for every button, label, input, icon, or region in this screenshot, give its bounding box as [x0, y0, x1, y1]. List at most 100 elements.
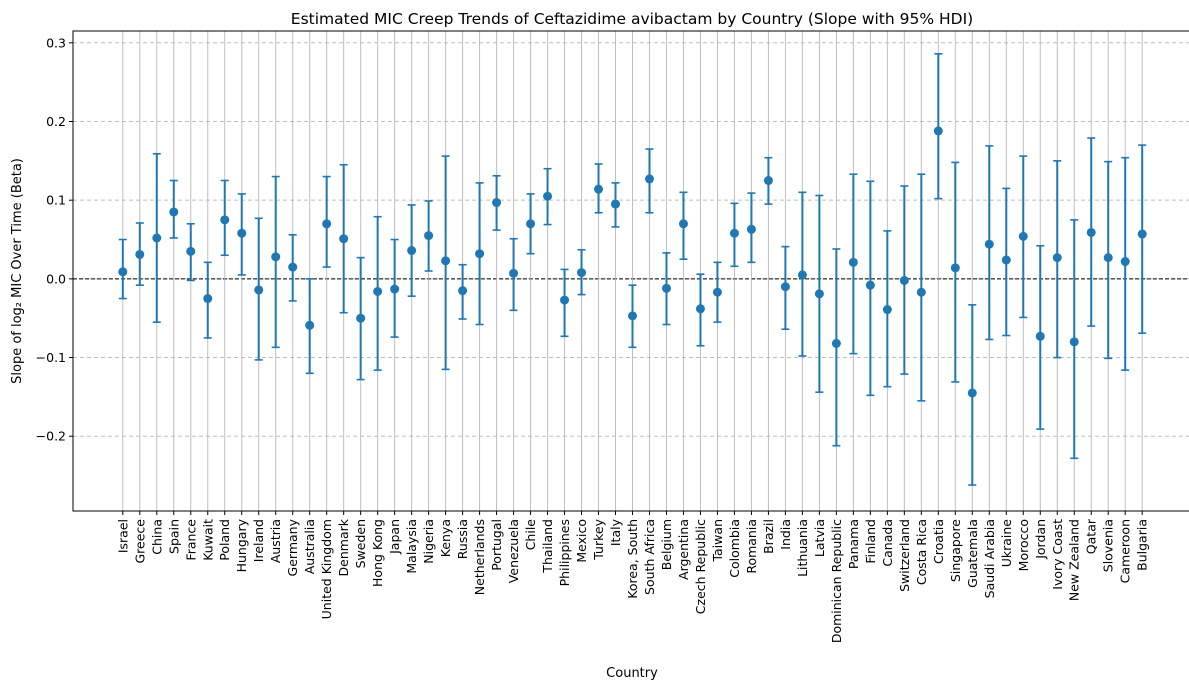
x-tick-label: Russia [455, 519, 470, 559]
y-tick-label: 0.1 [46, 193, 66, 208]
data-point [152, 233, 162, 243]
x-tick-label: Kuwait [200, 519, 215, 561]
data-point [1137, 229, 1147, 239]
data-point [611, 199, 621, 209]
x-tick-label: Ireland [251, 519, 266, 562]
x-tick-label: Japan [387, 519, 402, 555]
data-point [237, 228, 247, 238]
x-tick-label: Canada [880, 519, 895, 567]
x-tick-label: China [149, 519, 164, 555]
data-point [169, 207, 179, 217]
data-point [1035, 331, 1045, 341]
data-point [305, 320, 315, 330]
axis-ticks: −0.2 −0.1 0.0 0.1 0.2 0.3 Israel Greece China Spa… [36, 35, 1150, 643]
x-tick-label: Venezuela [506, 519, 521, 583]
x-tick-label: Chile [523, 519, 538, 551]
x-tick-label: Poland [217, 519, 232, 561]
x-tick-label: Bulgaria [1135, 519, 1150, 571]
x-tick-label: South Africa [642, 519, 657, 595]
x-tick-label: Latvia [812, 519, 827, 557]
x-tick-label: Romania [744, 519, 759, 574]
data-point [475, 249, 485, 259]
data-point [509, 268, 519, 278]
data-point [848, 257, 858, 267]
data-point [271, 252, 281, 262]
data-point [441, 256, 451, 266]
data-point [950, 263, 960, 273]
data-point [1052, 253, 1062, 263]
data-point [186, 246, 196, 256]
data-point [644, 174, 654, 184]
data-point [407, 246, 417, 256]
data-point [628, 311, 637, 321]
x-tick-label: Italy [608, 518, 623, 546]
data-point [1086, 227, 1096, 237]
x-tick-label: Philippines [557, 519, 572, 586]
data-point [899, 275, 909, 285]
data-point [882, 305, 892, 315]
x-tick-label: Switzerland [897, 519, 912, 592]
y-tick-label: 0.0 [46, 271, 66, 286]
x-tick-label: Cameroon [1118, 519, 1133, 583]
data-point [1001, 255, 1011, 265]
data-point [492, 198, 502, 208]
x-tick-label: Thailand [540, 519, 555, 574]
data-point [661, 283, 671, 293]
chart-title: Estimated MIC Creep Trends of Ceftazidim… [291, 10, 973, 28]
x-tick-label: Dominican Republic [829, 519, 844, 643]
data-point [560, 295, 570, 305]
data-point [814, 289, 824, 299]
x-tick-label: Australia [302, 519, 317, 574]
y-tick-label: 0.2 [46, 114, 66, 129]
x-tick-label: Denmark [336, 518, 351, 576]
x-tick-label: Kenya [438, 519, 453, 557]
x-tick-label: Spain [166, 519, 181, 554]
data-point [984, 239, 994, 249]
data-point [543, 191, 553, 201]
y-tick-label: −0.2 [36, 429, 66, 444]
x-tick-label: Korea, South [625, 519, 640, 599]
x-tick-label: New Zealand [1067, 519, 1082, 601]
data-point [797, 270, 807, 280]
x-tick-label: India [778, 519, 793, 550]
x-tick-label: Argentina [676, 519, 691, 580]
data-point [746, 224, 756, 234]
data-point [254, 285, 264, 295]
data-point [1069, 337, 1079, 347]
x-tick-label: Saudi Arabia [982, 519, 997, 598]
x-tick-label: Ivory Coast [1050, 519, 1065, 590]
x-tick-label: Brazil [761, 519, 776, 554]
data-point [373, 286, 383, 296]
data-point [1103, 253, 1113, 263]
data-point [831, 338, 841, 348]
data-point [390, 284, 400, 294]
plot-area [73, 31, 1189, 511]
x-tick-label: Austria [268, 519, 283, 563]
x-tick-label: Greece [132, 519, 147, 564]
y-tick-label: 0.3 [46, 35, 66, 50]
x-tick-label: France [183, 519, 198, 561]
x-tick-label: Finland [863, 519, 878, 564]
x-tick-label: Israel [115, 519, 130, 553]
x-tick-label: Jordan [1033, 519, 1048, 560]
data-point [526, 219, 536, 229]
data-point [678, 219, 688, 229]
title-group: Estimated MIC Creep Trends of Ceftazidim… [291, 10, 973, 28]
x-tick-label: Lithuania [795, 519, 810, 577]
x-tick-label: Sweden [353, 519, 368, 568]
x-tick-label: Portugal [489, 519, 504, 571]
x-tick-label: Mexico [574, 519, 589, 563]
data-point [203, 294, 213, 304]
data-point [220, 215, 230, 225]
x-tick-label: Taiwan [710, 519, 725, 563]
data-point [577, 268, 587, 278]
x-tick-label: Colombia [727, 519, 742, 578]
data-point [118, 267, 128, 277]
data-point [712, 287, 722, 297]
data-point [424, 231, 434, 241]
x-tick-label: Panama [846, 519, 861, 569]
data-point [322, 219, 332, 229]
x-tick-label: Hong Kong [370, 519, 385, 587]
data-point [865, 280, 875, 290]
